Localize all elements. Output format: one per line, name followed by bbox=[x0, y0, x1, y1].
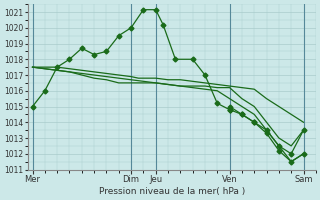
X-axis label: Pression niveau de la mer( hPa ): Pression niveau de la mer( hPa ) bbox=[99, 187, 245, 196]
